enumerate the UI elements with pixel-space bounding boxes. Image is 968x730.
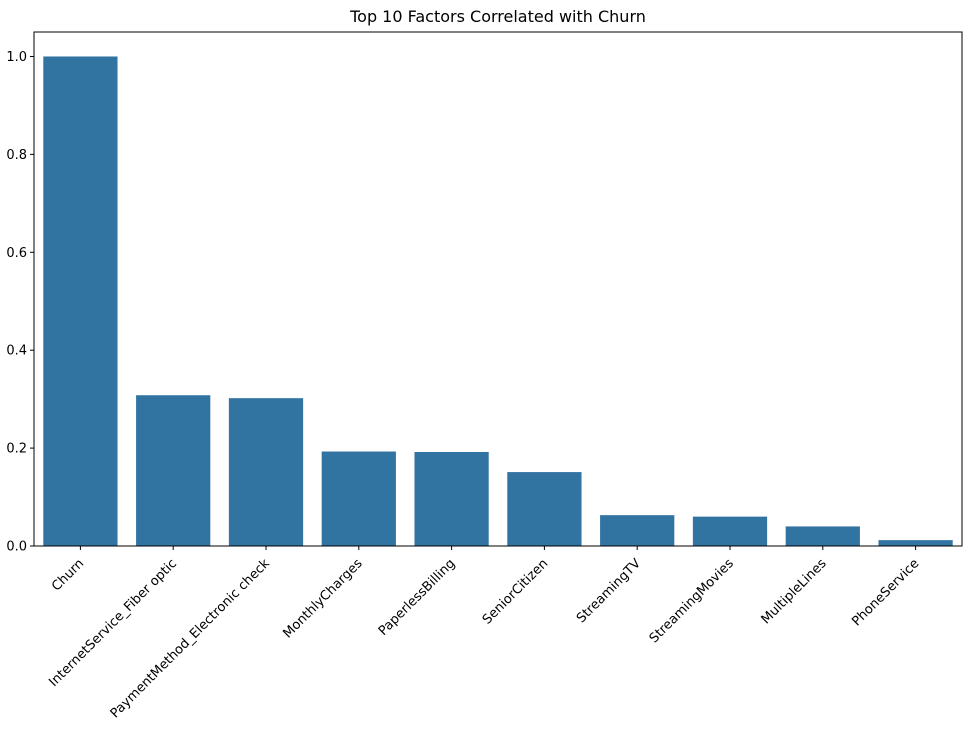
bar-multiplelines	[785, 526, 860, 546]
bar-seniorcitizen	[507, 472, 582, 546]
bar-churn	[43, 56, 118, 546]
bars-layer	[43, 56, 953, 546]
y-tick-label: 0.8	[6, 148, 27, 163]
x-tick-label-phoneservice: PhoneService	[849, 556, 922, 629]
x-tick-label-monthlycharges: MonthlyCharges	[280, 556, 365, 641]
y-tick-label: 0.6	[6, 246, 27, 261]
axes-layer	[33, 31, 963, 547]
chart-title: Top 10 Factors Correlated with Churn	[349, 7, 646, 26]
x-tick-label-paymentmethod-electronic-check: PaymentMethod_Electronic check	[108, 556, 273, 721]
bar-streamingmovies	[692, 516, 768, 546]
x-tick-label-seniorcitizen: SeniorCitizen	[480, 556, 551, 627]
x-tick-label-multiplelines: MultipleLines	[759, 556, 830, 627]
bar-phoneservice	[878, 540, 953, 546]
x-tick-label-streamingtv: StreamingTV	[574, 556, 644, 626]
y-tick-label: 1.0	[6, 50, 27, 65]
axes-frame	[33, 31, 963, 547]
bar-monthlycharges	[321, 451, 396, 546]
x-tick-label-paperlessbilling: PaperlessBilling	[376, 556, 459, 639]
y-tick-label: 0.2	[6, 442, 27, 457]
ticks-layer: 0.00.20.40.60.81.0ChurnInternetService_F…	[6, 50, 922, 721]
y-tick-label: 0.4	[6, 344, 27, 359]
bar-paperlessbilling	[414, 452, 489, 546]
y-tick-label: 0.0	[6, 540, 27, 555]
x-tick-label-streamingmovies: StreamingMovies	[647, 556, 737, 646]
x-tick-label-churn: Churn	[49, 556, 87, 594]
bar-streamingtv	[600, 515, 675, 546]
bar-internetservice-fiber-optic	[136, 395, 211, 546]
bar-paymentmethod-electronic-check	[228, 398, 304, 546]
